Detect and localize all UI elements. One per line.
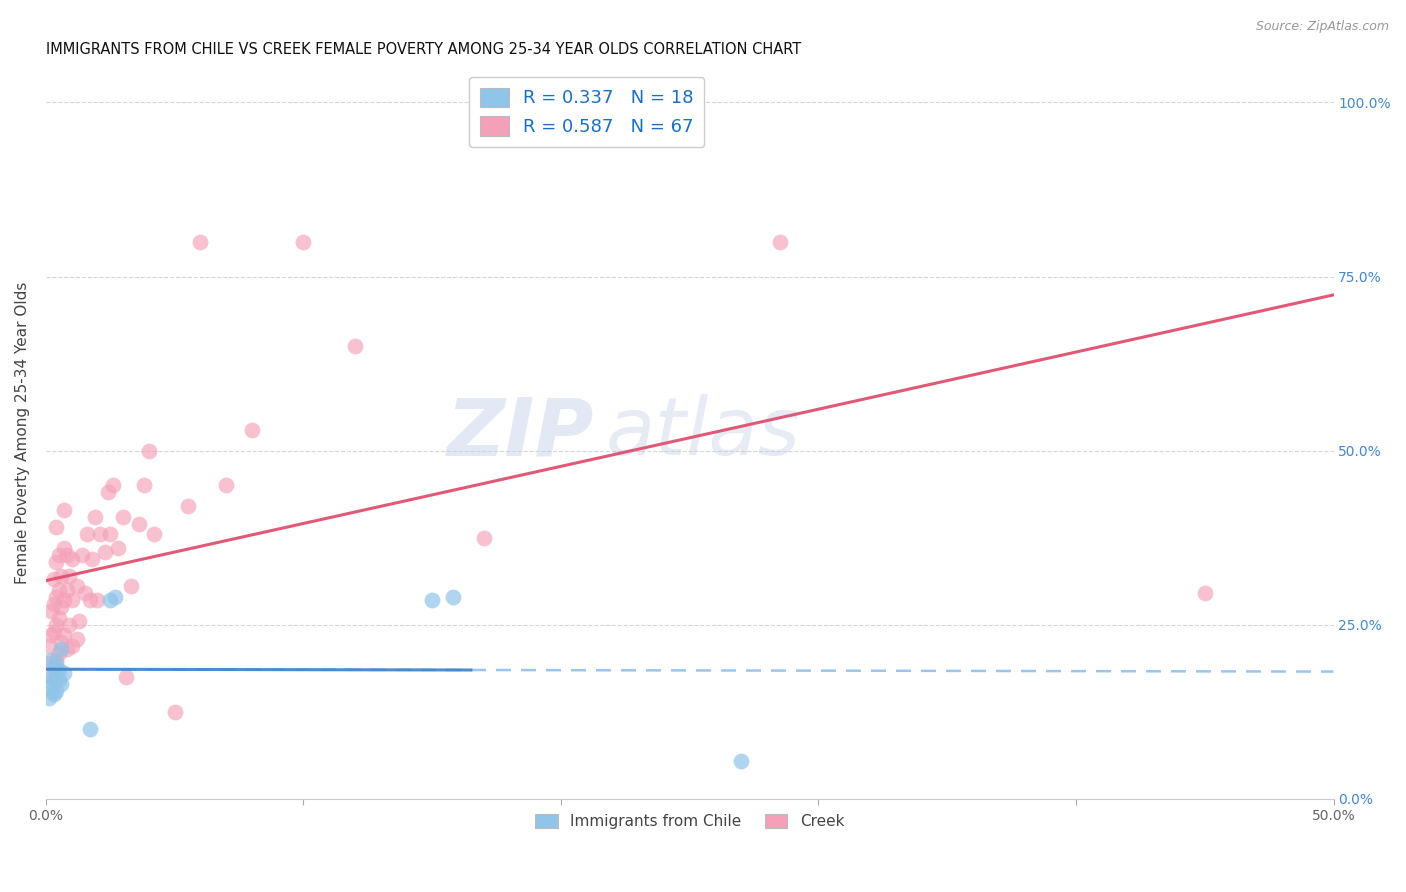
Text: ZIP: ZIP <box>446 394 593 472</box>
Point <box>97 485 120 500</box>
Point <box>730 754 752 768</box>
Point <box>98 527 121 541</box>
Point <box>53 593 76 607</box>
Point <box>38 656 60 670</box>
Point <box>112 509 135 524</box>
Point <box>114 670 136 684</box>
Point <box>58 569 80 583</box>
Point <box>107 541 129 556</box>
Point <box>53 503 76 517</box>
Point <box>69 614 91 628</box>
Point <box>53 666 76 681</box>
Point <box>39 670 62 684</box>
Point <box>48 548 70 562</box>
Point <box>39 652 62 666</box>
Point <box>120 579 142 593</box>
Point <box>70 548 93 562</box>
Point <box>143 527 166 541</box>
Point <box>89 527 111 541</box>
Point <box>163 705 186 719</box>
Point <box>48 646 70 660</box>
Point <box>42 659 65 673</box>
Point <box>55 582 77 597</box>
Point <box>42 597 65 611</box>
Point <box>73 586 96 600</box>
Point <box>39 628 62 642</box>
Point <box>42 687 65 701</box>
Text: Source: ZipAtlas.com: Source: ZipAtlas.com <box>1256 20 1389 33</box>
Point <box>45 652 67 666</box>
Point <box>51 600 73 615</box>
Y-axis label: Female Poverty Among 25-34 Year Olds: Female Poverty Among 25-34 Year Olds <box>15 282 30 584</box>
Point <box>58 617 80 632</box>
Point <box>190 235 212 249</box>
Point <box>45 617 67 632</box>
Point <box>42 673 65 688</box>
Point <box>76 527 98 541</box>
Point <box>42 624 65 639</box>
Point <box>38 681 60 695</box>
Point <box>45 684 67 698</box>
Point <box>48 673 70 688</box>
Point <box>292 235 315 249</box>
Point <box>215 478 238 492</box>
Text: atlas: atlas <box>606 394 801 472</box>
Point <box>51 642 73 657</box>
Point <box>60 593 83 607</box>
Point <box>45 590 67 604</box>
Point <box>45 656 67 670</box>
Point <box>45 555 67 569</box>
Point <box>53 628 76 642</box>
Point <box>45 670 67 684</box>
Point <box>420 593 443 607</box>
Legend: Immigrants from Chile, Creek: Immigrants from Chile, Creek <box>529 808 851 835</box>
Point <box>55 642 77 657</box>
Point <box>472 531 495 545</box>
Point <box>94 544 117 558</box>
Text: IMMIGRANTS FROM CHILE VS CREEK FEMALE POVERTY AMONG 25-34 YEAR OLDS CORRELATION : IMMIGRANTS FROM CHILE VS CREEK FEMALE PO… <box>46 42 801 57</box>
Point <box>39 604 62 618</box>
Point <box>38 690 60 705</box>
Point <box>769 235 792 249</box>
Point <box>66 632 89 646</box>
Point <box>60 639 83 653</box>
Point <box>83 509 105 524</box>
Point <box>138 443 160 458</box>
Point <box>132 478 155 492</box>
Point <box>86 593 108 607</box>
Point <box>48 582 70 597</box>
Point <box>42 573 65 587</box>
Point <box>53 541 76 556</box>
Point <box>441 590 464 604</box>
Point <box>60 551 83 566</box>
Point <box>39 684 62 698</box>
Point <box>38 639 60 653</box>
Point <box>82 551 104 566</box>
Point <box>79 722 101 736</box>
Point <box>176 500 198 514</box>
Point <box>51 677 73 691</box>
Point <box>55 548 77 562</box>
Point <box>51 635 73 649</box>
Point <box>45 520 67 534</box>
Point <box>39 670 62 684</box>
Point <box>1194 586 1216 600</box>
Point <box>104 590 127 604</box>
Point <box>98 593 121 607</box>
Point <box>240 423 263 437</box>
Point <box>66 579 89 593</box>
Point <box>79 593 101 607</box>
Point <box>128 516 150 531</box>
Point <box>48 611 70 625</box>
Point <box>51 569 73 583</box>
Point <box>101 478 124 492</box>
Point <box>343 339 366 353</box>
Point <box>48 663 70 677</box>
Point <box>42 659 65 673</box>
